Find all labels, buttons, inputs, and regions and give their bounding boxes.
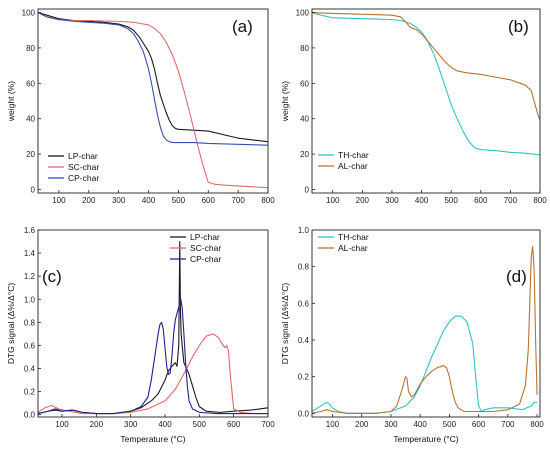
chart-panel-2: 100 200 300 400 500 600 700 800 0 20 40 60 80 100 weig… (280, 9, 547, 205)
y-tick-label: 1.6 (24, 226, 36, 235)
panel-label: (a) (232, 17, 253, 36)
x-tick-label: 700 (261, 420, 275, 429)
y-axis-label: weight (%) (280, 81, 290, 122)
x-tick-label: 300 (384, 420, 398, 429)
x-tick-label: 600 (474, 196, 488, 205)
x-tick-label: 300 (112, 196, 126, 205)
y-tick-label: 0 (31, 185, 36, 194)
panel-label: (d) (506, 267, 527, 286)
y-tick-label: 40 (300, 115, 309, 124)
series-line-sc-char (38, 12, 268, 189)
x-tick-label: 700 (231, 196, 245, 205)
series-line-al-char (312, 245, 538, 414)
x-tick-label: 600 (227, 420, 241, 429)
x-tick-label: 400 (413, 420, 427, 429)
y-tick-label: 0.6 (298, 299, 310, 308)
x-tick-label: 400 (158, 420, 172, 429)
y-tick-label: 20 (26, 150, 35, 159)
legend-label: LP-char (190, 232, 220, 242)
y-tick-label: 1.2 (24, 272, 36, 281)
y-tick-label: 0.2 (24, 388, 36, 397)
x-tick-label: 200 (90, 420, 104, 429)
x-tick-label: 100 (326, 420, 340, 429)
chart-panel-4: 100 200 300 400 500 600 700 800 0.0 0.2 0.4 0.6 0.8 1… (280, 226, 544, 444)
y-tick-label: 1.0 (24, 295, 36, 304)
chart-panel-3: 100 200 300 400 500 600 700 0.0 0.2 0.4 0.6 0.8 1.0 1… (6, 226, 275, 444)
y-tick-label: 100 (296, 9, 310, 18)
legend-label: AL-char (338, 161, 368, 171)
y-axis-label: DTG signal (Δ%/Δ°C) (280, 283, 290, 365)
x-tick-label: 500 (444, 196, 458, 205)
x-tick-label: 300 (124, 420, 138, 429)
y-tick-label: 40 (26, 115, 35, 124)
series-line-th-char (312, 315, 538, 414)
x-tick-label: 600 (202, 196, 216, 205)
series-line-lp-char (38, 12, 268, 143)
x-tick-label: 100 (52, 196, 66, 205)
legend-label: CP-char (190, 254, 221, 264)
x-tick-label: 100 (326, 196, 340, 205)
y-tick-label: 1.4 (24, 249, 36, 258)
plot-frame (37, 8, 269, 194)
y-tick-label: 0.0 (298, 409, 310, 418)
legend-label: SC-char (68, 162, 99, 172)
series-line-th-char (312, 12, 540, 156)
y-axis-label: weight (%) (6, 81, 16, 122)
y-tick-label: 0.4 (24, 365, 36, 374)
x-tick-label: 500 (443, 420, 457, 429)
x-tick-label: 400 (142, 196, 156, 205)
x-tick-label: 100 (55, 420, 69, 429)
plot-frame (311, 8, 541, 194)
series-line-sc-char (38, 333, 268, 415)
chart-panel-1: 100 200 300 400 500 600 700 800 0 20 40 60 80 100 weig… (6, 9, 275, 205)
y-tick-label: 20 (300, 150, 309, 159)
legend-label: LP-char (68, 151, 98, 161)
x-tick-label: 200 (356, 196, 370, 205)
panel-label: (c) (42, 267, 62, 286)
y-tick-label: 0 (305, 185, 310, 194)
y-tick-label: 1.0 (298, 226, 310, 235)
y-tick-label: 0.6 (24, 341, 36, 350)
legend-label: TH-char (338, 232, 369, 242)
x-tick-label: 700 (501, 420, 515, 429)
x-tick-label: 300 (385, 196, 399, 205)
y-tick-label: 100 (22, 9, 36, 18)
panel-label: (b) (508, 17, 529, 36)
legend-label: AL-char (338, 243, 368, 253)
y-tick-label: 0.4 (298, 336, 310, 345)
x-tick-label: 800 (261, 196, 275, 205)
plot-frame (37, 229, 269, 418)
x-axis-label: Temperature (°C) (120, 434, 185, 444)
x-axis-label: Temperature (°C) (393, 434, 458, 444)
y-tick-label: 0.8 (24, 318, 36, 327)
legend-label: TH-char (338, 150, 369, 160)
y-tick-label: 0.2 (298, 373, 310, 382)
y-tick-label: 0.0 (24, 411, 36, 420)
y-tick-label: 80 (300, 44, 309, 53)
y-tick-label: 80 (26, 44, 35, 53)
x-tick-label: 600 (472, 420, 486, 429)
y-tick-label: 0.8 (298, 263, 310, 272)
y-tick-label: 60 (300, 79, 309, 88)
x-tick-label: 400 (415, 196, 429, 205)
series-line-cp-char (38, 298, 268, 415)
legend-label: CP-char (68, 173, 99, 183)
y-tick-label: 60 (26, 79, 35, 88)
x-tick-label: 200 (82, 196, 96, 205)
x-tick-label: 800 (533, 196, 547, 205)
plot-frame (311, 229, 541, 418)
series-line-al-char (312, 11, 540, 121)
series-line-cp-char (38, 12, 268, 146)
x-tick-label: 700 (504, 196, 518, 205)
series-line-lp-char (38, 240, 268, 415)
x-tick-label: 200 (355, 420, 369, 429)
legend-label: SC-char (190, 243, 221, 253)
x-tick-label: 500 (172, 196, 186, 205)
y-axis-label: DTG signal (Δ%/Δ°C) (6, 283, 16, 365)
x-tick-label: 500 (193, 420, 207, 429)
x-tick-label: 800 (530, 420, 544, 429)
